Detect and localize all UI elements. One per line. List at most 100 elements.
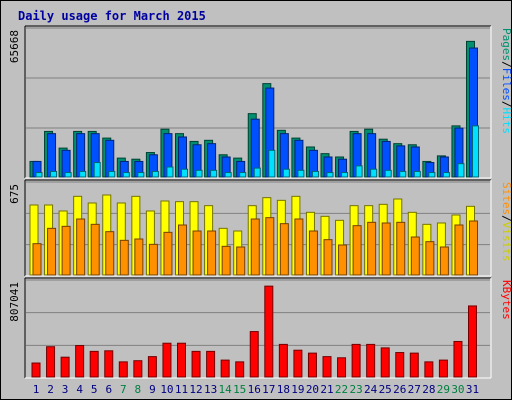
bar-hits xyxy=(137,172,145,178)
bar-hits xyxy=(326,172,334,178)
bar-kbytes xyxy=(249,331,259,378)
bar-sites xyxy=(425,241,435,276)
bar-hits xyxy=(122,172,130,178)
day-label: 24 xyxy=(364,383,378,396)
bar-sites xyxy=(148,243,158,276)
bar-sites xyxy=(236,246,246,276)
day-label: 1 xyxy=(33,383,40,396)
bar-kbytes xyxy=(366,343,376,378)
bar-sites xyxy=(265,217,275,276)
day-label: 28 xyxy=(422,383,435,396)
y-max-label: 807041 xyxy=(8,282,21,322)
bar-sites xyxy=(61,225,71,276)
day-label: 15 xyxy=(233,383,246,396)
bar-kbytes xyxy=(147,356,157,378)
panel-sites-visits: 675 Sites/Visits xyxy=(8,179,512,277)
bar-sites xyxy=(192,230,202,276)
bar-hits xyxy=(108,170,116,178)
bar-sites xyxy=(352,225,362,276)
bar-sites xyxy=(410,236,420,276)
bar-hits xyxy=(341,172,349,178)
bar-hits xyxy=(472,125,479,178)
bar-kbytes xyxy=(118,361,128,378)
day-label: 3 xyxy=(62,383,69,396)
day-label: 8 xyxy=(135,383,142,396)
bar-sites xyxy=(32,243,42,276)
bar-kbytes xyxy=(235,361,245,378)
day-label: 18 xyxy=(277,383,290,396)
legend-sites-visits: Sites/Visits xyxy=(500,182,512,262)
bar-kbytes xyxy=(264,285,274,378)
chart-title: Daily usage for March 2015 xyxy=(18,9,206,23)
bar-hits xyxy=(457,163,465,178)
bar-kbytes xyxy=(307,352,317,378)
day-label: 11 xyxy=(175,383,188,396)
bar-hits xyxy=(428,172,436,178)
bar-hits xyxy=(224,172,232,178)
bar-kbytes xyxy=(380,347,390,378)
bar-hits xyxy=(210,169,218,178)
legend-part: / xyxy=(500,215,512,222)
bar-sites xyxy=(469,220,478,276)
day-label: 30 xyxy=(451,383,464,396)
bar-sites xyxy=(76,218,86,276)
bar-sites xyxy=(250,218,260,276)
legend-part: Sites xyxy=(500,182,512,215)
bar-sites xyxy=(396,221,406,276)
bar-hits xyxy=(399,170,407,178)
day-label: 4 xyxy=(76,383,83,396)
bar-sites xyxy=(338,244,348,276)
bar-hits xyxy=(50,170,58,178)
day-label: 5 xyxy=(91,383,98,396)
bar-hits xyxy=(253,167,261,178)
day-label: 22 xyxy=(335,383,348,396)
bar-sites xyxy=(207,230,217,276)
bar-kbytes xyxy=(177,342,186,378)
day-label: 29 xyxy=(437,383,450,396)
bar-sites xyxy=(308,230,318,276)
bar-sites xyxy=(47,227,57,276)
bar-kbytes xyxy=(191,350,201,378)
bar-hits xyxy=(355,165,363,178)
bar-hits xyxy=(297,169,305,178)
bar-kbytes xyxy=(46,346,56,378)
panel-kbytes: 807041 KBytes xyxy=(8,277,512,379)
legend-kbytes: KBytes xyxy=(500,280,512,320)
bar-kbytes xyxy=(438,359,448,378)
bar-hits xyxy=(93,162,101,178)
bar-hits xyxy=(384,169,392,178)
bar-kbytes xyxy=(424,361,434,378)
bar-kbytes xyxy=(60,356,70,378)
day-label: 17 xyxy=(262,383,275,396)
bar-kbytes xyxy=(337,357,347,378)
bar-sites xyxy=(90,223,100,276)
day-label: 2 xyxy=(47,383,54,396)
legend-part: / xyxy=(500,61,512,68)
bar-hits xyxy=(79,170,87,178)
bar-hits xyxy=(282,168,290,178)
bar-hits xyxy=(166,166,174,178)
day-label: 31 xyxy=(466,383,479,396)
legend-part: KBytes xyxy=(500,280,512,320)
bar-sites xyxy=(221,245,231,276)
bar-hits xyxy=(311,170,319,178)
bar-sites xyxy=(454,224,464,276)
bar-sites xyxy=(105,231,115,276)
bar-kbytes xyxy=(351,343,361,378)
bar-kbytes xyxy=(133,360,143,378)
bar-kbytes xyxy=(409,352,419,378)
day-label: 7 xyxy=(120,383,127,396)
bar-sites xyxy=(279,223,289,276)
day-label: 14 xyxy=(219,383,233,396)
bar-sites xyxy=(163,231,173,276)
bar-kbytes xyxy=(206,350,216,378)
bar-sites xyxy=(119,239,129,276)
bar-hits xyxy=(370,168,378,178)
bar-kbytes xyxy=(162,342,172,378)
bar-kbytes xyxy=(453,340,463,378)
legend-part: / xyxy=(500,101,512,108)
bar-kbytes xyxy=(468,305,477,378)
y-max-label: 65668 xyxy=(8,30,21,63)
bar-kbytes xyxy=(220,359,230,378)
day-label: 19 xyxy=(291,383,304,396)
